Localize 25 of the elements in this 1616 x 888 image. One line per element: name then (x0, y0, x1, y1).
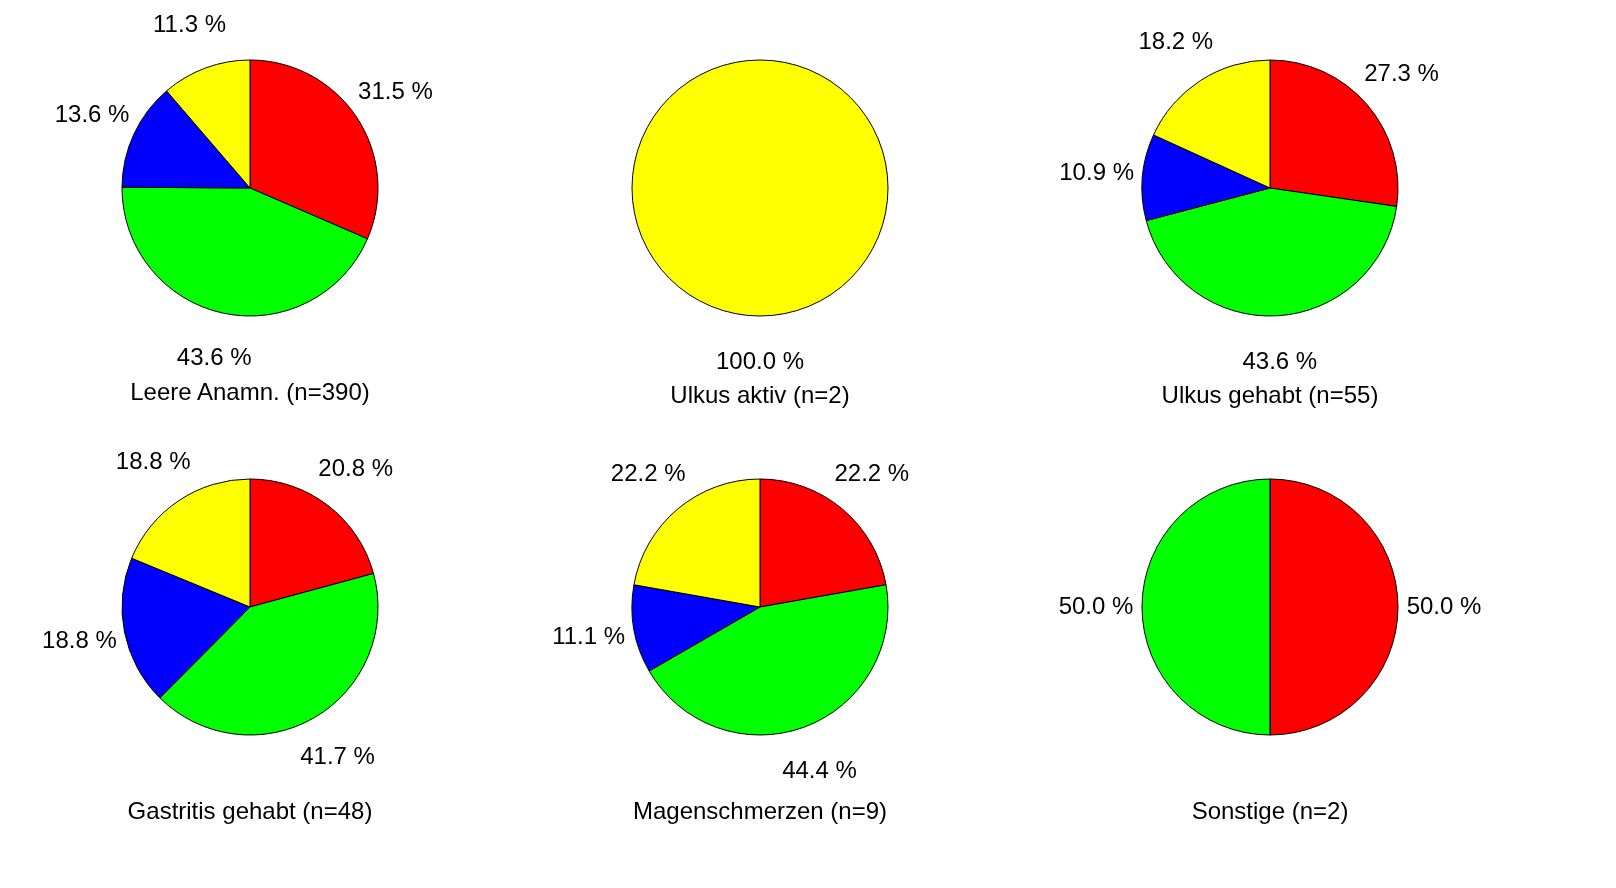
text: Gastritis gehabt (n=48) (127, 797, 373, 824)
data-label: 27.3 % (1364, 59, 1439, 87)
text: Leere Anamn. (n=390) (130, 378, 370, 405)
data-label: 18.2 % (1138, 26, 1214, 54)
text: Magenschmerzen (n=9) (632, 797, 888, 824)
data-label: 50.0 % (1406, 592, 1482, 619)
data-label: 18.8 % (115, 447, 191, 475)
data-label: 100.0 % (715, 347, 805, 374)
data-label: 43.6 % (1242, 346, 1318, 374)
data-label: 18.8 % (42, 626, 117, 654)
text: Ulkus gehabt (n=55) (1161, 380, 1379, 408)
data-label: 44.4 % (782, 755, 857, 783)
data-label: 11.3 % (153, 9, 226, 37)
data-label: 43.6 % (176, 343, 252, 371)
data-label: 41.7 % (300, 742, 375, 770)
data-label: 22.2 % (610, 458, 686, 486)
text: Ulkus aktiv (n=2) (670, 381, 850, 408)
text: Sonstige (n=2) (1191, 797, 1349, 824)
data-label: 50.0 % (1058, 592, 1134, 619)
data-label: 11.1 % (552, 622, 626, 650)
data-label: 31.5 % (358, 77, 433, 105)
data-label: 20.8 % (318, 453, 394, 481)
data-label: 22.2 % (834, 458, 910, 486)
data-label: 10.9 % (1059, 158, 1134, 186)
data-label: 13.6 % (54, 99, 130, 127)
